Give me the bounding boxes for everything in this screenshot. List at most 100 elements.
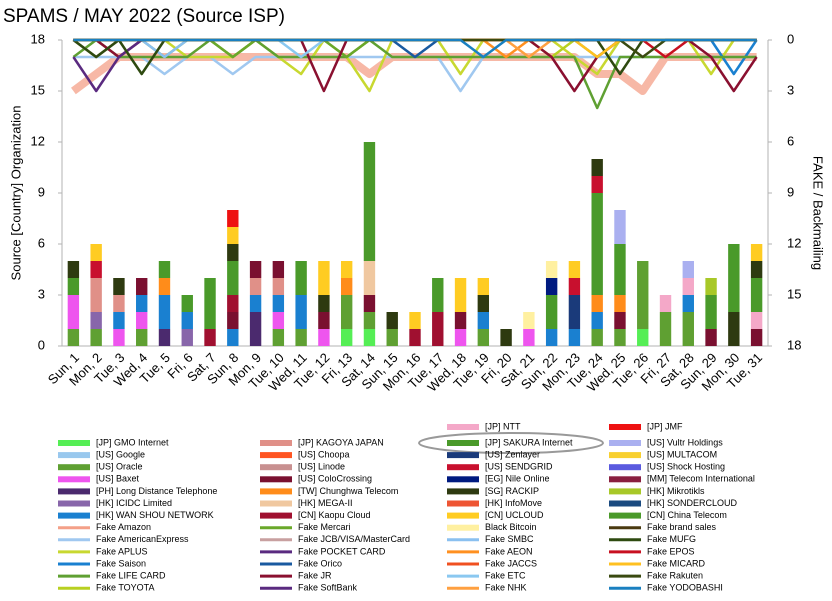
legend-label: Fake JCB/VISA/MasterCard: [298, 534, 410, 544]
bar-segment: [158, 261, 171, 278]
bar-segment: [227, 244, 239, 261]
bar-segment: [318, 261, 330, 295]
bar-segment: [705, 329, 717, 346]
legend-swatch: [609, 424, 641, 430]
bar-segment: [181, 295, 193, 312]
legend-label: Fake JACCS: [485, 558, 537, 568]
bar-segment: [67, 278, 80, 295]
legend-label: Fake EPOS: [647, 546, 695, 556]
bar-segment: [705, 295, 717, 329]
legend-label: [PH] Long Distance Telephone: [96, 486, 217, 496]
y-tick-label: 6: [38, 235, 45, 250]
y2-tick-label: 15: [787, 286, 801, 301]
bar-segment: [318, 329, 330, 346]
bar-segment: [340, 329, 353, 346]
legend-swatch: [609, 452, 641, 459]
legend-label: [CN] China Telecom: [647, 510, 727, 520]
legend-swatch: [58, 488, 90, 495]
legend-label: Fake TOYOTA: [96, 583, 155, 593]
legend-swatch: [447, 512, 479, 519]
bar-segment: [477, 329, 490, 346]
bar-segment: [523, 329, 535, 346]
legend-swatch: [260, 500, 292, 507]
legend-label: Fake NHK: [485, 583, 527, 593]
legend-label: Fake YODOBASHI: [647, 583, 723, 593]
bar-segment: [295, 261, 307, 295]
bar-segment: [113, 295, 125, 312]
legend-swatch: [58, 440, 90, 446]
bar-segment: [204, 329, 216, 346]
bar-segment: [249, 278, 262, 295]
legend-label: Fake AEON: [485, 546, 533, 556]
bar-segment: [409, 312, 421, 329]
highlight-ellipse: [418, 432, 604, 454]
y2-tick-label: 12: [787, 235, 801, 250]
y2-tick-label: 18: [787, 337, 801, 352]
legend-label: Fake brand sales: [647, 522, 717, 532]
bar-segment: [340, 261, 353, 278]
bar-segment: [90, 244, 102, 261]
bar-segment: [568, 295, 581, 329]
bar-segment: [477, 295, 490, 312]
legend-label: Fake MICARD: [647, 558, 706, 568]
bar-segment: [750, 244, 763, 261]
bar-segment: [340, 278, 353, 295]
legend-label: Fake Saison: [96, 558, 146, 568]
bar-segment: [363, 295, 376, 312]
bar-segment: [295, 329, 307, 346]
bar-segment: [227, 329, 239, 346]
bar-segment: [591, 193, 603, 295]
legend-label: [TW] Chunghwa Telecom: [298, 486, 398, 496]
bar-segment: [750, 329, 763, 346]
line-series: [71, 53, 757, 95]
legend-swatch: [609, 500, 641, 507]
legend-label: Fake JR: [298, 570, 332, 580]
bar-segment: [249, 261, 262, 278]
bar-segment: [614, 329, 626, 346]
legend-label: Black Bitcoin: [485, 522, 537, 532]
bar-segment: [454, 278, 467, 312]
bar-segment: [272, 312, 285, 329]
bar-segment: [227, 210, 239, 227]
legend-swatch: [58, 500, 90, 507]
legend-label: Fake LIFE CARD: [96, 570, 166, 580]
legend-label: [US] SENDGRID: [485, 462, 553, 472]
legend-label: [HK] MEGA-II: [298, 498, 353, 508]
legend-label: Fake Mercari: [298, 522, 351, 532]
bar-segment: [659, 312, 672, 346]
bar-segment: [227, 312, 239, 329]
legend-label: Fake SoftBank: [298, 583, 358, 593]
bar-segment: [614, 295, 626, 312]
bar-segment: [750, 261, 763, 278]
bar-segment: [363, 312, 376, 329]
legend-label: [HK] Mikrotikls: [647, 486, 705, 496]
bar-segment: [386, 312, 398, 329]
bar-segment: [272, 278, 285, 295]
bar-segment: [363, 142, 376, 261]
legend-label: [HK] SONDERCLOUD: [647, 498, 738, 508]
bar-segment: [614, 210, 626, 244]
legend-label: Fake Orico: [298, 558, 342, 568]
y-tick-label: 3: [38, 286, 45, 301]
bar-segment: [432, 278, 444, 312]
y-tick-label: 18: [31, 31, 45, 46]
y-tick-label: 9: [38, 184, 45, 199]
legend-swatch: [58, 452, 90, 459]
bar-segment: [591, 159, 603, 176]
bar-segment: [363, 261, 376, 295]
legend-label: [US] Google: [96, 449, 145, 459]
legend-swatch: [58, 512, 90, 519]
legend-swatch: [609, 464, 641, 471]
bar-segment: [500, 329, 512, 346]
bar-segment: [432, 312, 444, 346]
legend-swatch: [447, 488, 479, 495]
legend-swatch: [447, 440, 479, 446]
bar-segment: [637, 261, 649, 329]
legend-label: Fake POCKET CARD: [298, 546, 386, 556]
legend-swatch: [260, 488, 292, 495]
bar-segment: [181, 312, 193, 329]
bar-segment: [728, 244, 740, 312]
legend-swatch: [447, 476, 479, 483]
bar-segment: [637, 329, 649, 346]
y-tick-label: 12: [31, 133, 45, 148]
